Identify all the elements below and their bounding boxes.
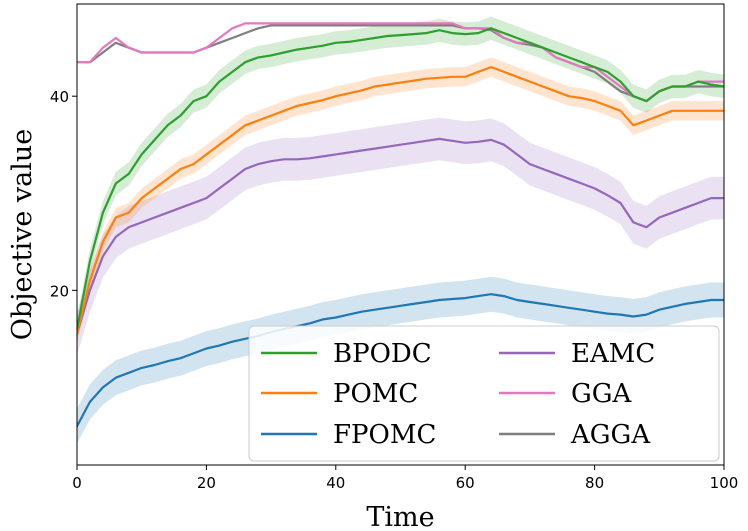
plot-area: [77, 16, 724, 444]
y-axis-title: Objective value: [7, 129, 38, 341]
series-line-bpodc: [77, 27, 724, 331]
series-line-pomc: [77, 65, 724, 336]
x-axis-title: Time: [366, 502, 434, 531]
legend-label-gga: GGA: [571, 379, 633, 409]
x-tick-label: 40: [326, 474, 345, 492]
x-tick-label: 80: [585, 474, 604, 492]
series-band-fpomc: [77, 276, 724, 444]
x-tick-label: 0: [72, 474, 82, 492]
x-tick-label: 60: [456, 474, 475, 492]
y-tick-label: 40: [50, 88, 69, 106]
x-tick-label: 100: [710, 474, 739, 492]
series-line-fpomc: [77, 293, 724, 428]
legend-label-agga: AGGA: [570, 420, 651, 450]
series-line-eamc: [77, 137, 724, 336]
legend-box: [248, 325, 720, 462]
series-line-gga: [77, 22, 724, 103]
legend-label-bpodc: BPODC: [333, 339, 432, 369]
axes-frame: [76, 3, 725, 466]
legend-label-fpomc: FPOMC: [333, 420, 436, 450]
axes: 0 20 40 60 80 100 20 40 Time Objective value: [7, 3, 739, 531]
legend-label-eamc: EAMC: [571, 339, 655, 369]
x-tick-label: 20: [197, 474, 216, 492]
legend-label-pomc: POMC: [333, 379, 418, 409]
legend: BPODC POMC FPOMC EAMC GGA AGGA: [248, 325, 720, 462]
y-tick-label: 20: [50, 282, 69, 300]
